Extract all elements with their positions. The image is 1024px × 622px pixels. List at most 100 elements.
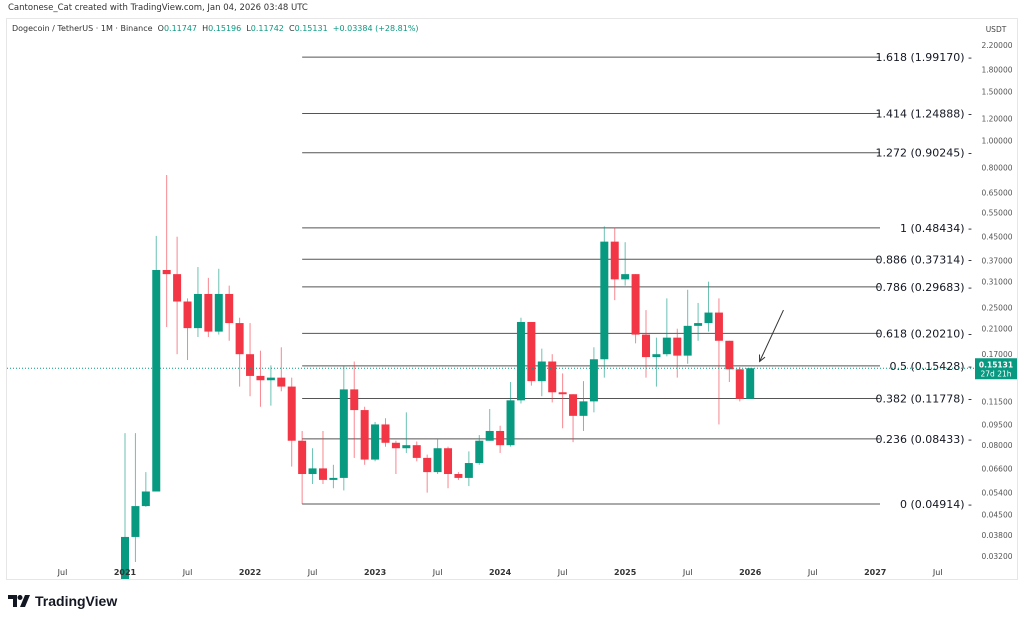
candle-down [225,293,234,324]
arrow-head-icon [759,354,766,363]
change-value: +0.03384 (+28.81%) [332,24,419,33]
candle-down [412,445,421,458]
time-tick-label: 2021 [114,568,137,577]
candle-up [433,448,442,473]
time-tick-label: 2023 [364,568,386,577]
candle-up [193,293,202,329]
candle-up [600,241,609,360]
price-tick-label: 0.80000 [981,163,1012,172]
candle-down [631,274,640,335]
candle-down [246,354,255,376]
chart-credit: Cantonese_Cat created with TradingView.c… [8,3,308,13]
candle-up [339,389,348,478]
open-label: O [157,24,164,33]
price-tick-label: 1.00000 [981,136,1012,145]
candle-up [485,430,494,441]
tradingview-logo[interactable]: TradingView [8,593,117,609]
price-tick-label: 0.03200 [981,552,1012,561]
candle-down [527,321,536,382]
candle-up [652,354,661,358]
candle-down [714,312,723,341]
bar-countdown: 27d 21h [981,369,1012,378]
price-tick-label: 2.20000 [981,41,1012,50]
chart-frame [6,18,1018,580]
candle-down [173,274,182,302]
candle-down [725,340,734,370]
candle-down [454,474,463,478]
close-label: C [288,24,295,33]
candle-up [266,377,275,381]
time-tick-label: Jul [807,568,818,577]
price-tick-label: 0.05400 [981,489,1012,498]
candle-up [121,536,129,579]
candle-down [496,430,505,446]
candle-up [683,325,692,356]
time-tick-label: 2022 [239,568,261,577]
candle-down [277,377,286,387]
price-tick-label: 0.11500 [981,397,1012,406]
candle-up [506,400,515,446]
price-tick-label: 0.09500 [981,420,1012,429]
symbol-name[interactable]: Dogecoin / TetherUS · 1M · Binance [12,24,153,33]
price-tick-label: 1.80000 [981,65,1012,74]
price-tick-label: 0.06600 [981,464,1012,473]
candle-down [350,389,359,411]
candle-down [391,442,400,449]
candle-up [308,468,317,475]
time-tick-label: 2025 [614,568,637,577]
open-value: 0.11747 [163,24,198,33]
time-tick-label: Jul [932,568,943,577]
candle-down [381,424,390,443]
price-tick-label: 0.08000 [981,441,1012,450]
time-tick-label: Jul [57,568,68,577]
candle-up [152,270,161,492]
price-tick-label: 0.17000 [981,350,1012,359]
overlay [7,309,975,369]
price-tick-label: 0.65000 [981,188,1012,197]
candle-down [298,440,307,475]
price-tick-label: 0.31000 [981,278,1012,287]
candle-up [131,506,140,537]
fib-retracement[interactable]: 1.618 (1.99170) - 1.414 (1.24888) - 1.272 … [302,51,972,511]
time-axis[interactable]: Jul 2021 Jul 2022 Jul 2023 Jul 2024 Jul 2025 Jul 20… [57,568,943,577]
fib-level-label: 1.618 (1.99170) - [875,51,972,64]
fib-level-label: 0.382 (0.11778) - [875,392,972,405]
candle-down [183,301,192,329]
price-tick-label: 0.55000 [981,208,1012,217]
candle-up [704,312,713,324]
candle-down [569,394,578,416]
price-tick-label: 0.45000 [981,233,1012,242]
fib-level-label: 1.414 (1.24888) - [875,107,972,120]
time-tick-label: Jul [682,568,693,577]
candle-up [402,445,411,449]
candle-up [214,293,223,332]
time-tick-label: 2027 [864,568,886,577]
fib-level-label: 0.236 (0.08433) - [875,433,972,446]
annotation-arrow [759,309,784,362]
price-tick-label: 0.25000 [981,304,1012,313]
price-axis[interactable]: USDT 2.20000 1.80000 1.50000 1.20000 1.00000 0… [975,25,1017,561]
time-tick-label: 2024 [489,568,512,577]
time-tick-label: Jul [307,568,318,577]
price-tick-label: 0.37000 [981,256,1012,265]
candle-up [475,440,484,464]
candles [121,175,755,579]
fib-level-label: 1 (0.48434) - [900,222,972,235]
fib-level-label: 0.886 (0.37314) - [875,253,972,266]
candle-up [589,359,598,402]
low-value: 0.11742 [250,24,284,33]
candle-down [673,337,682,356]
candle-up [746,368,755,399]
price-tick-label: 0.03800 [981,531,1012,540]
candle-down [256,375,265,381]
time-tick-label: Jul [432,568,443,577]
candle-down [423,457,432,473]
price-tick-label: 1.20000 [981,114,1012,123]
candle-down [287,386,296,441]
fib-level-label: 1.272 (0.90245) - [875,147,972,160]
candle-up [464,463,473,478]
candle-down [235,323,244,355]
candle-down [558,392,567,395]
current-price-badge [975,358,1017,380]
